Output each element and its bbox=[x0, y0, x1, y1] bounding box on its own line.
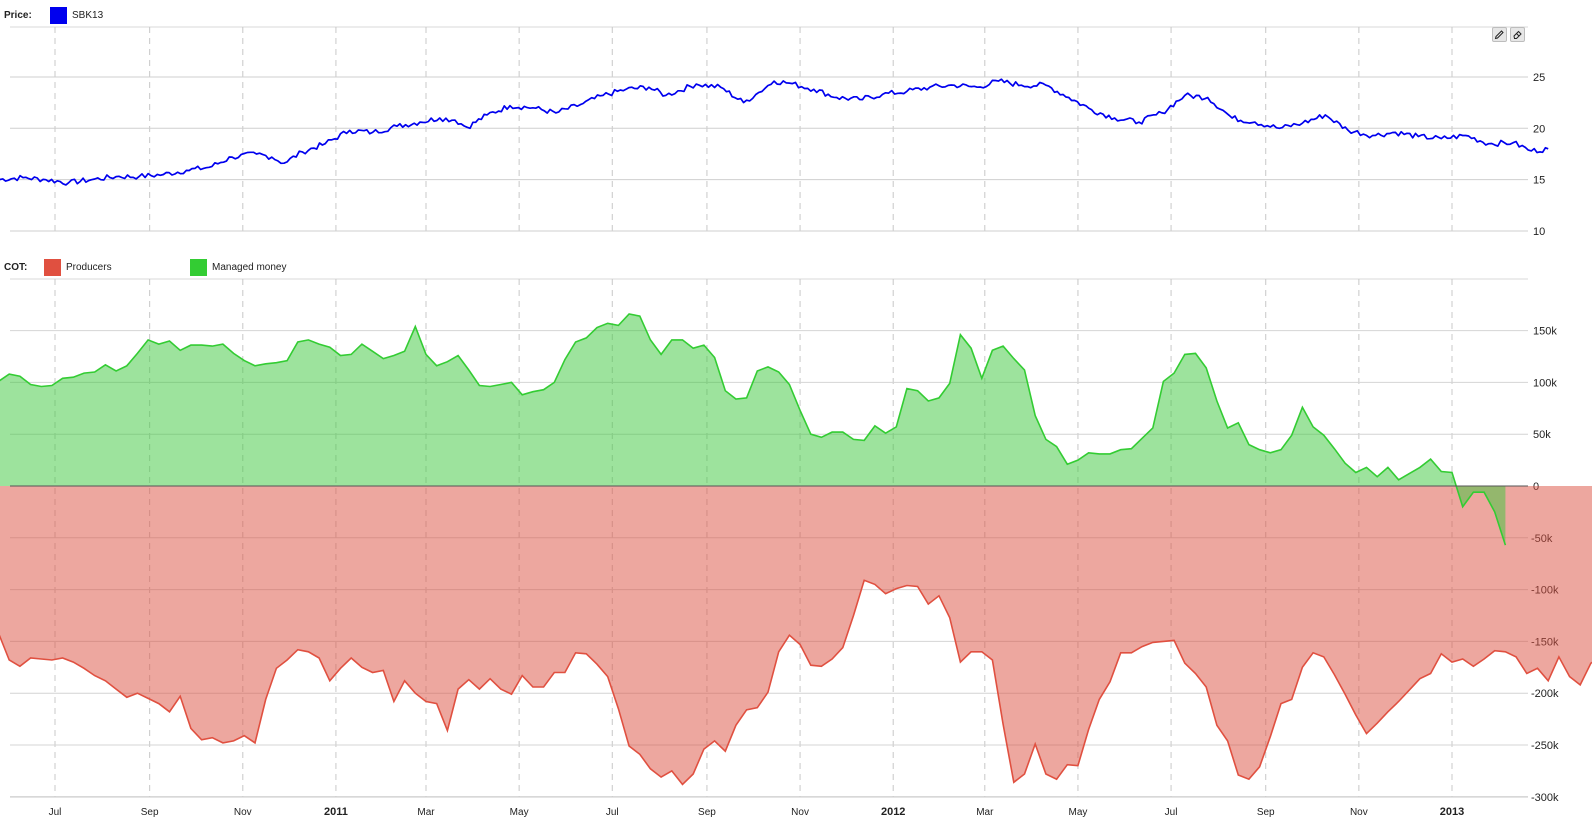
price-legend-header: Price: bbox=[4, 9, 32, 21]
x-tick-label: 2012 bbox=[881, 806, 905, 818]
x-tick-label: 2011 bbox=[324, 806, 348, 818]
x-tick-label: Nov bbox=[234, 807, 252, 818]
legend-item-managed-money[interactable]: Managed money bbox=[190, 258, 287, 276]
cot-y-tick-label: -250k bbox=[1531, 740, 1559, 752]
x-tick-label: Nov bbox=[1350, 807, 1368, 818]
x-tick-label: 2013 bbox=[1440, 806, 1464, 818]
pencil-icon[interactable] bbox=[1492, 27, 1507, 42]
cot-y-tick-label: -200k bbox=[1531, 688, 1559, 700]
cot-y-tick-label: -300k bbox=[1531, 792, 1559, 804]
x-tick-label: Jul bbox=[606, 807, 619, 818]
eraser-icon[interactable] bbox=[1510, 27, 1525, 42]
cot-y-tick-label: 50k bbox=[1533, 429, 1551, 441]
price-y-tick-label: 10 bbox=[1533, 226, 1545, 238]
legend-item-sbk13[interactable]: SBK13 bbox=[50, 6, 104, 24]
x-tick-label: Sep bbox=[698, 807, 716, 818]
sbk13-price-line bbox=[0, 78, 1549, 186]
price-y-tick-label: 25 bbox=[1533, 72, 1545, 84]
price-y-tick-label: 15 bbox=[1533, 175, 1545, 187]
x-tick-label: Nov bbox=[791, 807, 809, 818]
cot-y-tick-label: 150k bbox=[1533, 326, 1557, 338]
x-tick-label: Mar bbox=[417, 807, 435, 818]
x-tick-label: Jul bbox=[1165, 807, 1178, 818]
legend-label-sbk13: SBK13 bbox=[72, 9, 104, 21]
x-tick-label: May bbox=[510, 807, 529, 818]
x-tick-label: Mar bbox=[976, 807, 994, 818]
legend-swatch-sbk13 bbox=[50, 6, 67, 24]
legend-swatch-managed-money bbox=[190, 258, 207, 276]
producers-line bbox=[0, 579, 1592, 786]
price-legend: Price: SBK13 bbox=[4, 6, 103, 24]
x-tick-label: Sep bbox=[141, 807, 159, 818]
cot-y-tick-label: 100k bbox=[1533, 377, 1557, 389]
legend-swatch-producers bbox=[44, 258, 61, 276]
cot-legend: COT: Producers Managed money bbox=[4, 258, 287, 276]
managed-money-area bbox=[0, 314, 1506, 546]
chart-tools bbox=[1492, 27, 1525, 42]
managed-money-line bbox=[0, 313, 1507, 546]
x-tick-label: Jul bbox=[49, 807, 62, 818]
legend-label-managed-money: Managed money bbox=[212, 261, 287, 273]
legend-label-producers: Producers bbox=[66, 261, 112, 273]
x-tick-label: Sep bbox=[1257, 807, 1275, 818]
price-y-tick-label: 20 bbox=[1533, 123, 1545, 135]
x-tick-label: May bbox=[1068, 807, 1087, 818]
producers-area bbox=[0, 486, 1592, 785]
cot-legend-header: COT: bbox=[4, 261, 28, 273]
legend-item-producers[interactable]: Producers bbox=[44, 258, 190, 276]
